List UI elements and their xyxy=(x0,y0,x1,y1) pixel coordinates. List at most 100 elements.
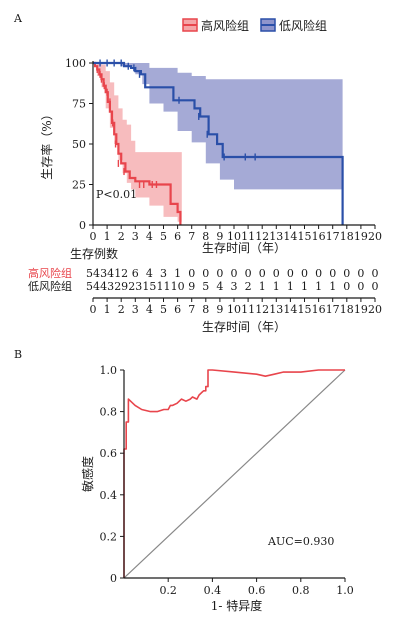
risk-count-high: 6 xyxy=(132,267,139,280)
risk-count-low: 9 xyxy=(188,280,195,293)
risk-count-high: 0 xyxy=(372,267,379,280)
x-tick-label: 20 xyxy=(368,230,382,243)
risk-count-low: 23 xyxy=(128,280,142,293)
risk-x-tick-label: 11 xyxy=(241,303,255,316)
risk-count-low: 1 xyxy=(259,280,266,293)
risk-x-tick-label: 9 xyxy=(216,303,223,316)
risk-x-tick-label: 5 xyxy=(160,303,167,316)
risk-table-title: 生存例数 xyxy=(70,246,118,261)
legend-label-high: 高风险组 xyxy=(201,18,249,33)
risk-count-high: 0 xyxy=(245,267,252,280)
risk-count-low: 5 xyxy=(202,280,209,293)
x-tick-label: 17 xyxy=(326,230,340,243)
risk-count-low: 43 xyxy=(100,280,114,293)
risk-count-high: 54 xyxy=(86,267,100,280)
ci-band-low xyxy=(93,63,343,193)
x-tick-label: 16 xyxy=(312,230,326,243)
roc-y-axis-title: 敏感度 xyxy=(80,456,95,492)
roc-y-tick-label: 0.4 xyxy=(100,489,118,502)
x-tick-label: 14 xyxy=(283,230,297,243)
risk-x-tick-label: 19 xyxy=(354,303,368,316)
panel-letter-b: B xyxy=(14,348,22,361)
risk-count-low: 15 xyxy=(142,280,156,293)
roc-y-tick-label: 0.6 xyxy=(100,447,118,460)
risk-x-tick-label: 13 xyxy=(269,303,283,316)
risk-count-high: 0 xyxy=(357,267,364,280)
risk-count-low: 1 xyxy=(287,280,294,293)
roc-x-tick-label: 0.4 xyxy=(204,584,222,597)
survival-legend: 高风险组 低风险组 xyxy=(182,18,327,33)
x-tick-label: 1 xyxy=(104,230,111,243)
x-tick-label: 8 xyxy=(202,230,209,243)
roc-y-tick-label: 0.8 xyxy=(100,406,118,419)
risk-count-high: 34 xyxy=(100,267,114,280)
risk-count-high: 1 xyxy=(174,267,181,280)
risk-count-low: 0 xyxy=(357,280,364,293)
roc-y-tick-label: 0 xyxy=(110,572,117,585)
roc-x-axis-title: 1- 特异度 xyxy=(211,598,263,613)
risk-x-tick-label: 12 xyxy=(255,303,269,316)
risk-count-low: 1 xyxy=(315,280,322,293)
risk-count-low: 2 xyxy=(245,280,252,293)
x-tick-label: 18 xyxy=(340,230,354,243)
risk-count-low: 29 xyxy=(114,280,128,293)
risk-count-high: 0 xyxy=(315,267,322,280)
risk-x-tick-label: 18 xyxy=(340,303,354,316)
risk-count-low: 54 xyxy=(86,280,100,293)
risk-row-label-high: 高风险组 xyxy=(28,266,72,280)
roc-axes: 0.2 0.4 0.6 0.8 1.0 0 0.2 0.4 0.6 0.8 1.0 1- 特异度 敏感度… xyxy=(80,364,354,613)
risk-x-tick-label: 7 xyxy=(188,303,195,316)
risk-x-tick-label: 2 xyxy=(118,303,125,316)
km-curve-low xyxy=(93,61,344,225)
risk-count-high: 0 xyxy=(301,267,308,280)
risk-count-low: 1 xyxy=(301,280,308,293)
survival-chart: 0 1 2 3 4 5 6 7 8 9 10 11 12 13 14 15 16 17 18 19 2002550751… xyxy=(39,18,382,255)
risk-x-tick-label: 4 xyxy=(146,303,153,316)
x-tick-label: 9 xyxy=(216,230,223,243)
x-tick-label: 11 xyxy=(241,230,255,243)
risk-x-tick-label: 8 xyxy=(202,303,209,316)
risk-count-high: 0 xyxy=(259,267,266,280)
x-tick-label: 13 xyxy=(269,230,283,243)
y-tick-label: 50 xyxy=(72,138,86,151)
x-tick-label: 7 xyxy=(188,230,195,243)
risk-x-tick-label: 20 xyxy=(368,303,382,316)
risk-row-label-low: 低风险组 xyxy=(28,279,72,293)
risk-count-low: 11 xyxy=(157,280,171,293)
risk-count-low: 0 xyxy=(372,280,379,293)
legend-label-low: 低风险组 xyxy=(279,18,327,33)
risk-count-high: 3 xyxy=(160,267,167,280)
p-value-annotation: P<0.01 xyxy=(96,188,137,201)
auc-annotation: AUC=0.930 xyxy=(267,535,334,548)
risk-x-tick-label: 14 xyxy=(283,303,297,316)
roc-curves xyxy=(123,369,346,579)
risk-count-high: 0 xyxy=(329,267,336,280)
risk-x-tick-label: 16 xyxy=(312,303,326,316)
y-axis-title: 生存率（%） xyxy=(39,108,54,179)
risk-count-low: 3 xyxy=(231,280,238,293)
risk-count-high: 4 xyxy=(146,267,153,280)
y-tick-label: 75 xyxy=(72,98,86,111)
roc-x-tick-label: 1.0 xyxy=(336,584,354,597)
risk-x-tick-label: 0 xyxy=(90,303,97,316)
x-tick-label: 19 xyxy=(354,230,368,243)
risk-count-low: 1 xyxy=(273,280,280,293)
x-tick-label: 6 xyxy=(174,230,181,243)
risk-count-high: 0 xyxy=(273,267,280,280)
risk-x-axis-title: 生存时间（年） xyxy=(202,320,286,334)
roc-curve xyxy=(123,369,345,578)
y-tick-label: 25 xyxy=(72,179,86,192)
risk-x-tick-label: 17 xyxy=(326,303,340,316)
roc-x-tick-label: 0.6 xyxy=(248,584,266,597)
roc-chart: 0.2 0.4 0.6 0.8 1.0 0 0.2 0.4 0.6 0.8 1.0 1- 特异度 敏感度… xyxy=(80,364,354,613)
censor-marks xyxy=(96,59,256,188)
risk-count-high: 0 xyxy=(188,267,195,280)
x-tick-label: 15 xyxy=(298,230,312,243)
roc-x-tick-label: 0.2 xyxy=(159,584,177,597)
y-tick-label: 100 xyxy=(65,57,86,70)
x-tick-label: 12 xyxy=(255,230,269,243)
risk-x-tick-label: 10 xyxy=(227,303,241,316)
risk-x-tick-label: 6 xyxy=(174,303,181,316)
x-tick-label: 2 xyxy=(118,230,125,243)
